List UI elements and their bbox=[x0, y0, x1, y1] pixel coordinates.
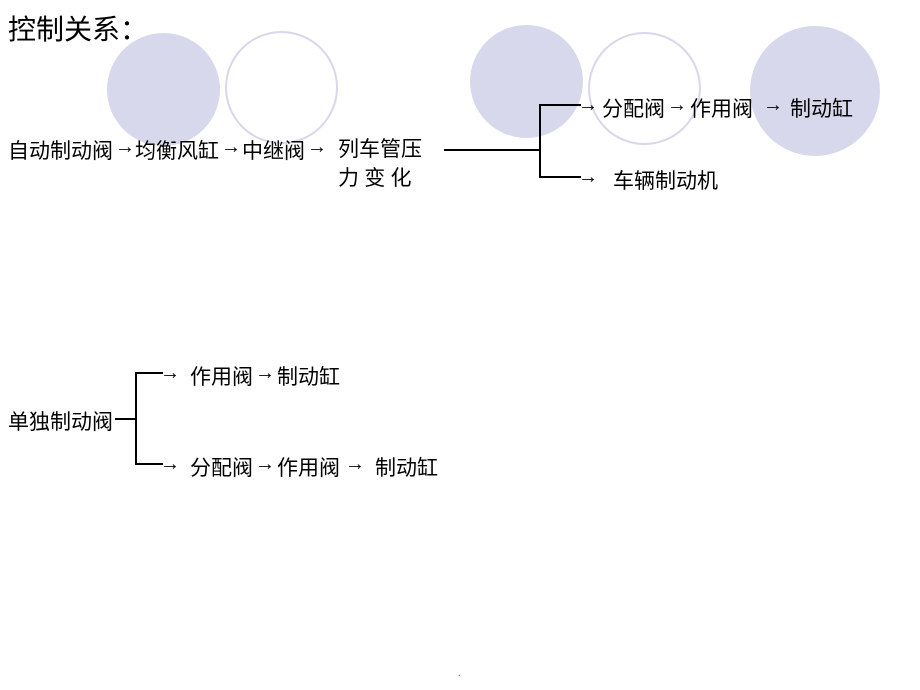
arrow-icon: → bbox=[255, 454, 275, 474]
page-title: 控制关系： bbox=[8, 8, 148, 48]
arrow-icon: → bbox=[763, 95, 783, 115]
flow2-top-brake-cylinder: 制动缸 bbox=[277, 361, 340, 391]
bracket-line bbox=[444, 149, 539, 151]
arrow-icon: → bbox=[255, 363, 275, 383]
arrow-icon: → bbox=[160, 454, 180, 474]
bg-circle-1 bbox=[107, 33, 220, 146]
bg-circle-3 bbox=[470, 25, 583, 138]
arrow-icon: → bbox=[578, 95, 598, 115]
bracket-line bbox=[539, 104, 581, 106]
flow1-node-relay-valve: 中继阀 bbox=[242, 135, 305, 165]
bracket-line bbox=[135, 372, 137, 464]
flow1-node-line1: 列车管压 bbox=[338, 135, 422, 164]
flow1-bot-vehicle-brake: 车辆制动机 bbox=[613, 165, 718, 195]
flow2-bot-dist-valve: 分配阀 bbox=[190, 452, 253, 482]
flow1-top-brake-cylinder: 制动缸 bbox=[790, 93, 853, 123]
bg-circle-2 bbox=[225, 31, 338, 144]
flow1-node-balance-cylinder: 均衡风缸 bbox=[135, 135, 219, 165]
flow2-node-indep-brake-valve: 单独制动阀 bbox=[8, 406, 113, 436]
bracket-line bbox=[539, 176, 581, 178]
arrow-icon: → bbox=[578, 167, 598, 187]
footer-mark: . bbox=[458, 668, 461, 679]
flow2-bot-brake-cylinder: 制动缸 bbox=[375, 452, 438, 482]
arrow-icon: → bbox=[345, 454, 365, 474]
flow1-node-train-pipe-pressure: 列车管压 力 变 化 bbox=[338, 135, 422, 194]
arrow-icon: → bbox=[115, 137, 135, 157]
flow1-node-line2: 力 变 化 bbox=[338, 164, 422, 193]
flow1-node-auto-brake-valve: 自动制动阀 bbox=[8, 135, 113, 165]
arrow-icon: → bbox=[307, 137, 327, 157]
bracket-line bbox=[539, 104, 541, 177]
bracket-line bbox=[115, 418, 135, 420]
bg-circle-4 bbox=[588, 32, 701, 145]
flow1-top-action-valve: 作用阀 bbox=[690, 93, 753, 123]
arrow-icon: → bbox=[667, 95, 687, 115]
bracket-line bbox=[135, 463, 163, 465]
bracket-line bbox=[135, 372, 163, 374]
bg-circle-5 bbox=[750, 26, 880, 156]
flow1-top-dist-valve: 分配阀 bbox=[602, 93, 665, 123]
flow2-bot-action-valve: 作用阀 bbox=[277, 452, 340, 482]
arrow-icon: → bbox=[221, 137, 241, 157]
arrow-icon: → bbox=[160, 363, 180, 383]
flow2-top-action-valve: 作用阀 bbox=[190, 361, 253, 391]
